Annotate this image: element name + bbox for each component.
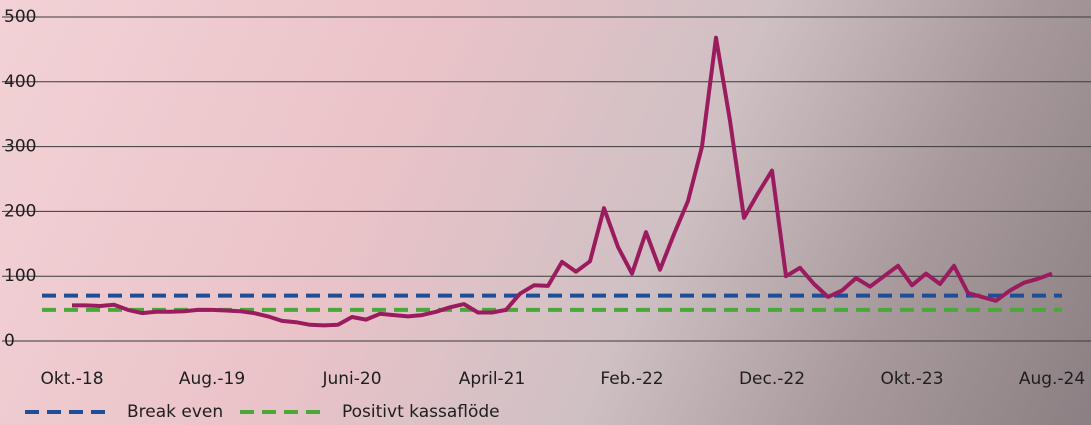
y-tick-label: 500 xyxy=(4,7,36,27)
x-tick-label: Aug.-19 xyxy=(179,369,245,389)
x-tick-label: Aug.-24 xyxy=(1019,369,1085,389)
x-tick-label: April-21 xyxy=(459,369,526,389)
legend-label: Break even xyxy=(127,402,223,422)
x-tick-label: Juni-20 xyxy=(321,369,381,389)
y-tick-label: 200 xyxy=(4,201,36,221)
x-tick-label: Dec.-22 xyxy=(739,369,805,389)
x-tick-label: Okt.-23 xyxy=(880,369,943,389)
x-tick-label: Okt.-18 xyxy=(40,369,103,389)
data-line xyxy=(72,35,1053,328)
y-tick-label: 100 xyxy=(4,266,36,286)
y-tick-label: 0 xyxy=(4,331,15,351)
y-tick-label: 400 xyxy=(4,72,36,92)
x-tick-label: Feb.-22 xyxy=(600,369,663,389)
legend-label: Positivt kassaflöde xyxy=(342,402,500,422)
y-tick-label: 300 xyxy=(4,137,36,157)
